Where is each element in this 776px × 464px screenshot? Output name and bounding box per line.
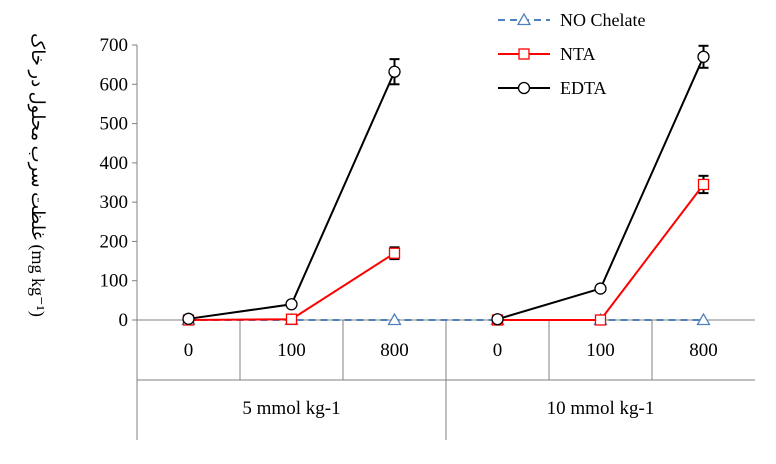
series-line	[188, 71, 396, 320]
x-group-label: 5 mmol kg-1	[242, 398, 340, 419]
legend-swatch-marker	[518, 48, 530, 60]
series-line	[497, 183, 705, 321]
x-tick-label: 100	[277, 340, 306, 361]
series-layer	[181, 44, 711, 326]
x-tick-label: 800	[380, 340, 409, 361]
y-tick-label: 700	[100, 35, 129, 56]
data-point	[696, 312, 711, 326]
x-group-label: 10 mmol kg-1	[547, 398, 655, 419]
x-tick-label: 100	[586, 340, 615, 361]
x-tick-label: 800	[689, 340, 718, 361]
x-tick-label: 0	[493, 340, 503, 361]
y-tick-label: 500	[100, 114, 129, 135]
data-point	[387, 312, 402, 326]
data-point	[697, 178, 710, 191]
data-point	[388, 65, 401, 78]
y-tick-label: 300	[100, 192, 129, 213]
y-tick-label: 100	[100, 271, 129, 292]
y-tick-label: 600	[100, 74, 129, 95]
legend-item: NTA	[498, 44, 596, 64]
series-edta	[182, 44, 710, 326]
legend-label: NTA	[560, 44, 596, 64]
series-nta	[182, 174, 710, 326]
legend-item: EDTA	[498, 78, 607, 98]
legend-swatch-marker	[517, 81, 531, 95]
legend-label: NO Chelate	[560, 10, 645, 30]
y-tick-label: 0	[119, 310, 129, 331]
legend-label: EDTA	[560, 78, 607, 98]
data-point	[182, 312, 195, 325]
data-point	[697, 50, 710, 63]
data-point	[285, 298, 298, 311]
data-point	[491, 313, 504, 326]
y-tick-label: 200	[100, 231, 129, 252]
data-point	[594, 314, 607, 326]
data-point	[594, 282, 607, 295]
legend-layer: NO Chelate NTA EDTA	[498, 10, 645, 98]
y-axis-label: (mg kg⁻¹) غلظت سرب محلول در خاک	[27, 33, 48, 317]
legend-item: NO Chelate	[498, 10, 645, 30]
x-tick-label: 0	[184, 340, 194, 361]
y-tick-label: 400	[100, 153, 129, 174]
data-point	[285, 313, 298, 325]
legend-swatch-marker	[516, 12, 532, 26]
axes-layer: 0 100 200 300 400 500 600 700 0 100 800 0 100 800 5 mm…	[100, 35, 755, 440]
data-point	[388, 247, 401, 259]
